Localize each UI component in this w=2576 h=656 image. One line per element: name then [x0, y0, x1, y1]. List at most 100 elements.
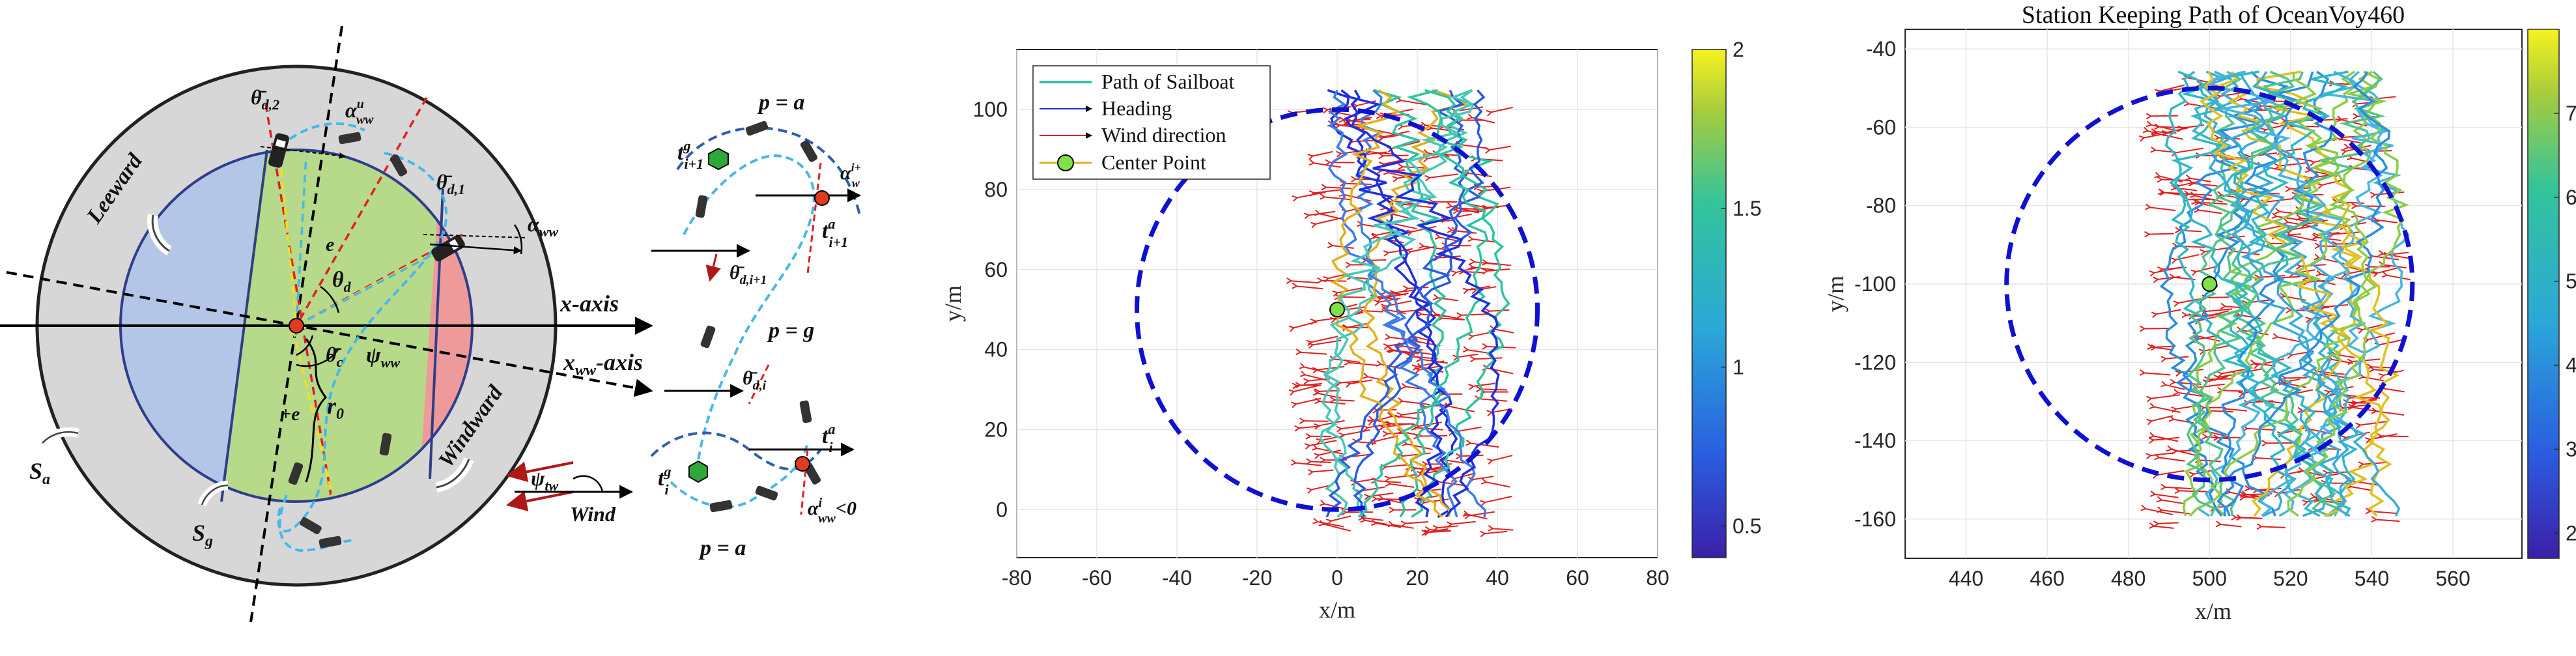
wind-arrowhead [2370, 192, 2375, 199]
wind-arrow [1492, 528, 1514, 531]
wind-arrow [2175, 147, 2204, 154]
wind-arrowhead [1299, 362, 1305, 369]
x-tick-label: 40 [1486, 566, 1509, 590]
wind-arrowhead [1312, 517, 1318, 524]
y-tick-label: 40 [984, 338, 1008, 362]
theta-bar-d2-label: θ̄d,2 [251, 85, 279, 113]
wind-arrow [1385, 464, 1410, 468]
plus-e-label: +e [280, 403, 300, 425]
wind-arrowhead [2160, 380, 2166, 388]
wind-arrow [1363, 517, 1384, 521]
wind-arrowhead [1424, 175, 1430, 182]
t-g-i-label: tg i [658, 463, 671, 498]
wind-arrowhead [2250, 359, 2256, 366]
wind-arrow [1492, 455, 1513, 461]
station-keeping-diagram: Leeward Windward x-axis xww-axis Sa Sg r… [0, 25, 653, 623]
wind-arrowhead [2157, 188, 2164, 195]
colorbar-tick-label: 1 [1733, 356, 1744, 379]
wind-arrow [1385, 309, 1406, 315]
wind-arrow [1402, 400, 1430, 406]
wind-arrowhead [1486, 410, 1492, 417]
sailboat-path [1363, 89, 1469, 517]
alpha-ww-u-label: αu ww [345, 97, 374, 127]
wind-arrow [1389, 474, 1418, 479]
wind-arrowhead [2145, 121, 2152, 128]
wind-arrowhead [1411, 364, 1418, 371]
x-tick-label: 540 [2355, 567, 2389, 590]
colorbar-tick-label: 7 [2566, 102, 2576, 125]
wind-arrowhead [1288, 325, 1295, 332]
x-tick-label: 60 [1566, 566, 1589, 590]
boat-icon [389, 154, 408, 177]
wind-arrow [1291, 280, 1318, 284]
wind-arrow [1427, 154, 1449, 160]
wind-arrow [2165, 384, 2185, 390]
wind-arrowhead [1392, 175, 1398, 182]
wind-arrow [1484, 530, 1508, 534]
wind-arrowhead [1383, 250, 1389, 257]
wind-arrow [1315, 317, 1339, 322]
x-tick-label: -40 [1162, 566, 1192, 590]
wind-arrowhead [1380, 304, 1387, 311]
wind-arrowhead [1313, 453, 1320, 459]
wind-arrowhead [2312, 233, 2317, 240]
wind-arrow [1340, 306, 1366, 311]
boat-icon [268, 133, 290, 168]
wind-arrowhead [1406, 229, 1413, 236]
wind-arrowhead [2302, 499, 2308, 506]
wind-arrowhead [2173, 300, 2179, 307]
wind-arrow [1461, 313, 1489, 316]
colorbar-tick-label: 2 [1733, 38, 1744, 61]
wind-arrowhead [1290, 459, 1296, 466]
wind-arrowhead [2364, 436, 2371, 444]
wind-arrow [1325, 186, 1352, 190]
wind-arrowhead [1465, 439, 1471, 446]
sailboat-path [1357, 89, 1489, 518]
wind-arrowhead [1376, 112, 1381, 119]
wind-arrowhead [1325, 159, 1331, 166]
wind-arrow [2259, 275, 2286, 278]
wind-arrowhead [2365, 507, 2371, 515]
wind-arrowhead [2272, 333, 2278, 339]
wind-arrowhead [1385, 480, 1391, 487]
wind-arrowhead [2314, 242, 2320, 250]
psi-tw-label: ψtw [531, 466, 558, 494]
wind-arrowhead [2149, 491, 2156, 497]
wind-arrowhead [2236, 514, 2242, 521]
wind-arrowhead [2160, 356, 2166, 363]
wind-arrowhead [2177, 125, 2183, 132]
wind-arrow [1355, 478, 1376, 483]
wind-arrowhead [2157, 176, 2162, 183]
wind-arrowhead [1418, 242, 1424, 250]
wind-arrow [1365, 519, 1387, 525]
wind-arrow [1304, 366, 1328, 374]
wind-arrow [1343, 429, 1370, 436]
wind-arrow [1317, 521, 1344, 528]
wind-arrowhead [1367, 419, 1373, 426]
r0-label: r0 [327, 393, 344, 423]
wind-arrow [1454, 472, 1476, 479]
wind-arrow [1473, 266, 1494, 271]
wind-arrow [1470, 442, 1499, 448]
wind-arrow [2159, 175, 2183, 183]
wind-arrowhead [2309, 492, 2315, 500]
wind-arrow [2233, 250, 2260, 255]
wind-arrow [2254, 362, 2276, 367]
wind-arrowhead [1290, 401, 1297, 408]
sailboat-path [2215, 71, 2400, 517]
wind-arrow [1424, 498, 1449, 504]
wind-arrowhead [2189, 192, 2196, 198]
wind-arrowhead [1468, 383, 1474, 390]
wind-arrowhead [2297, 466, 2304, 474]
wind-arrowhead [2175, 370, 2181, 377]
chart-1-legend: Path of Sailboat Heading Wind direction … [1032, 65, 1271, 180]
wind-arrowhead [2372, 270, 2379, 278]
wind-arrow [1357, 441, 1377, 444]
wind-arrowhead [1382, 431, 1388, 437]
wind-arrow [1394, 289, 1416, 294]
wind-arrowhead [1299, 371, 1306, 377]
wind-arrowhead [1467, 113, 1473, 121]
wind-arrowhead [2295, 214, 2302, 221]
psi-ww-label: ψww [366, 343, 400, 371]
wind-arrow [2144, 372, 2171, 376]
